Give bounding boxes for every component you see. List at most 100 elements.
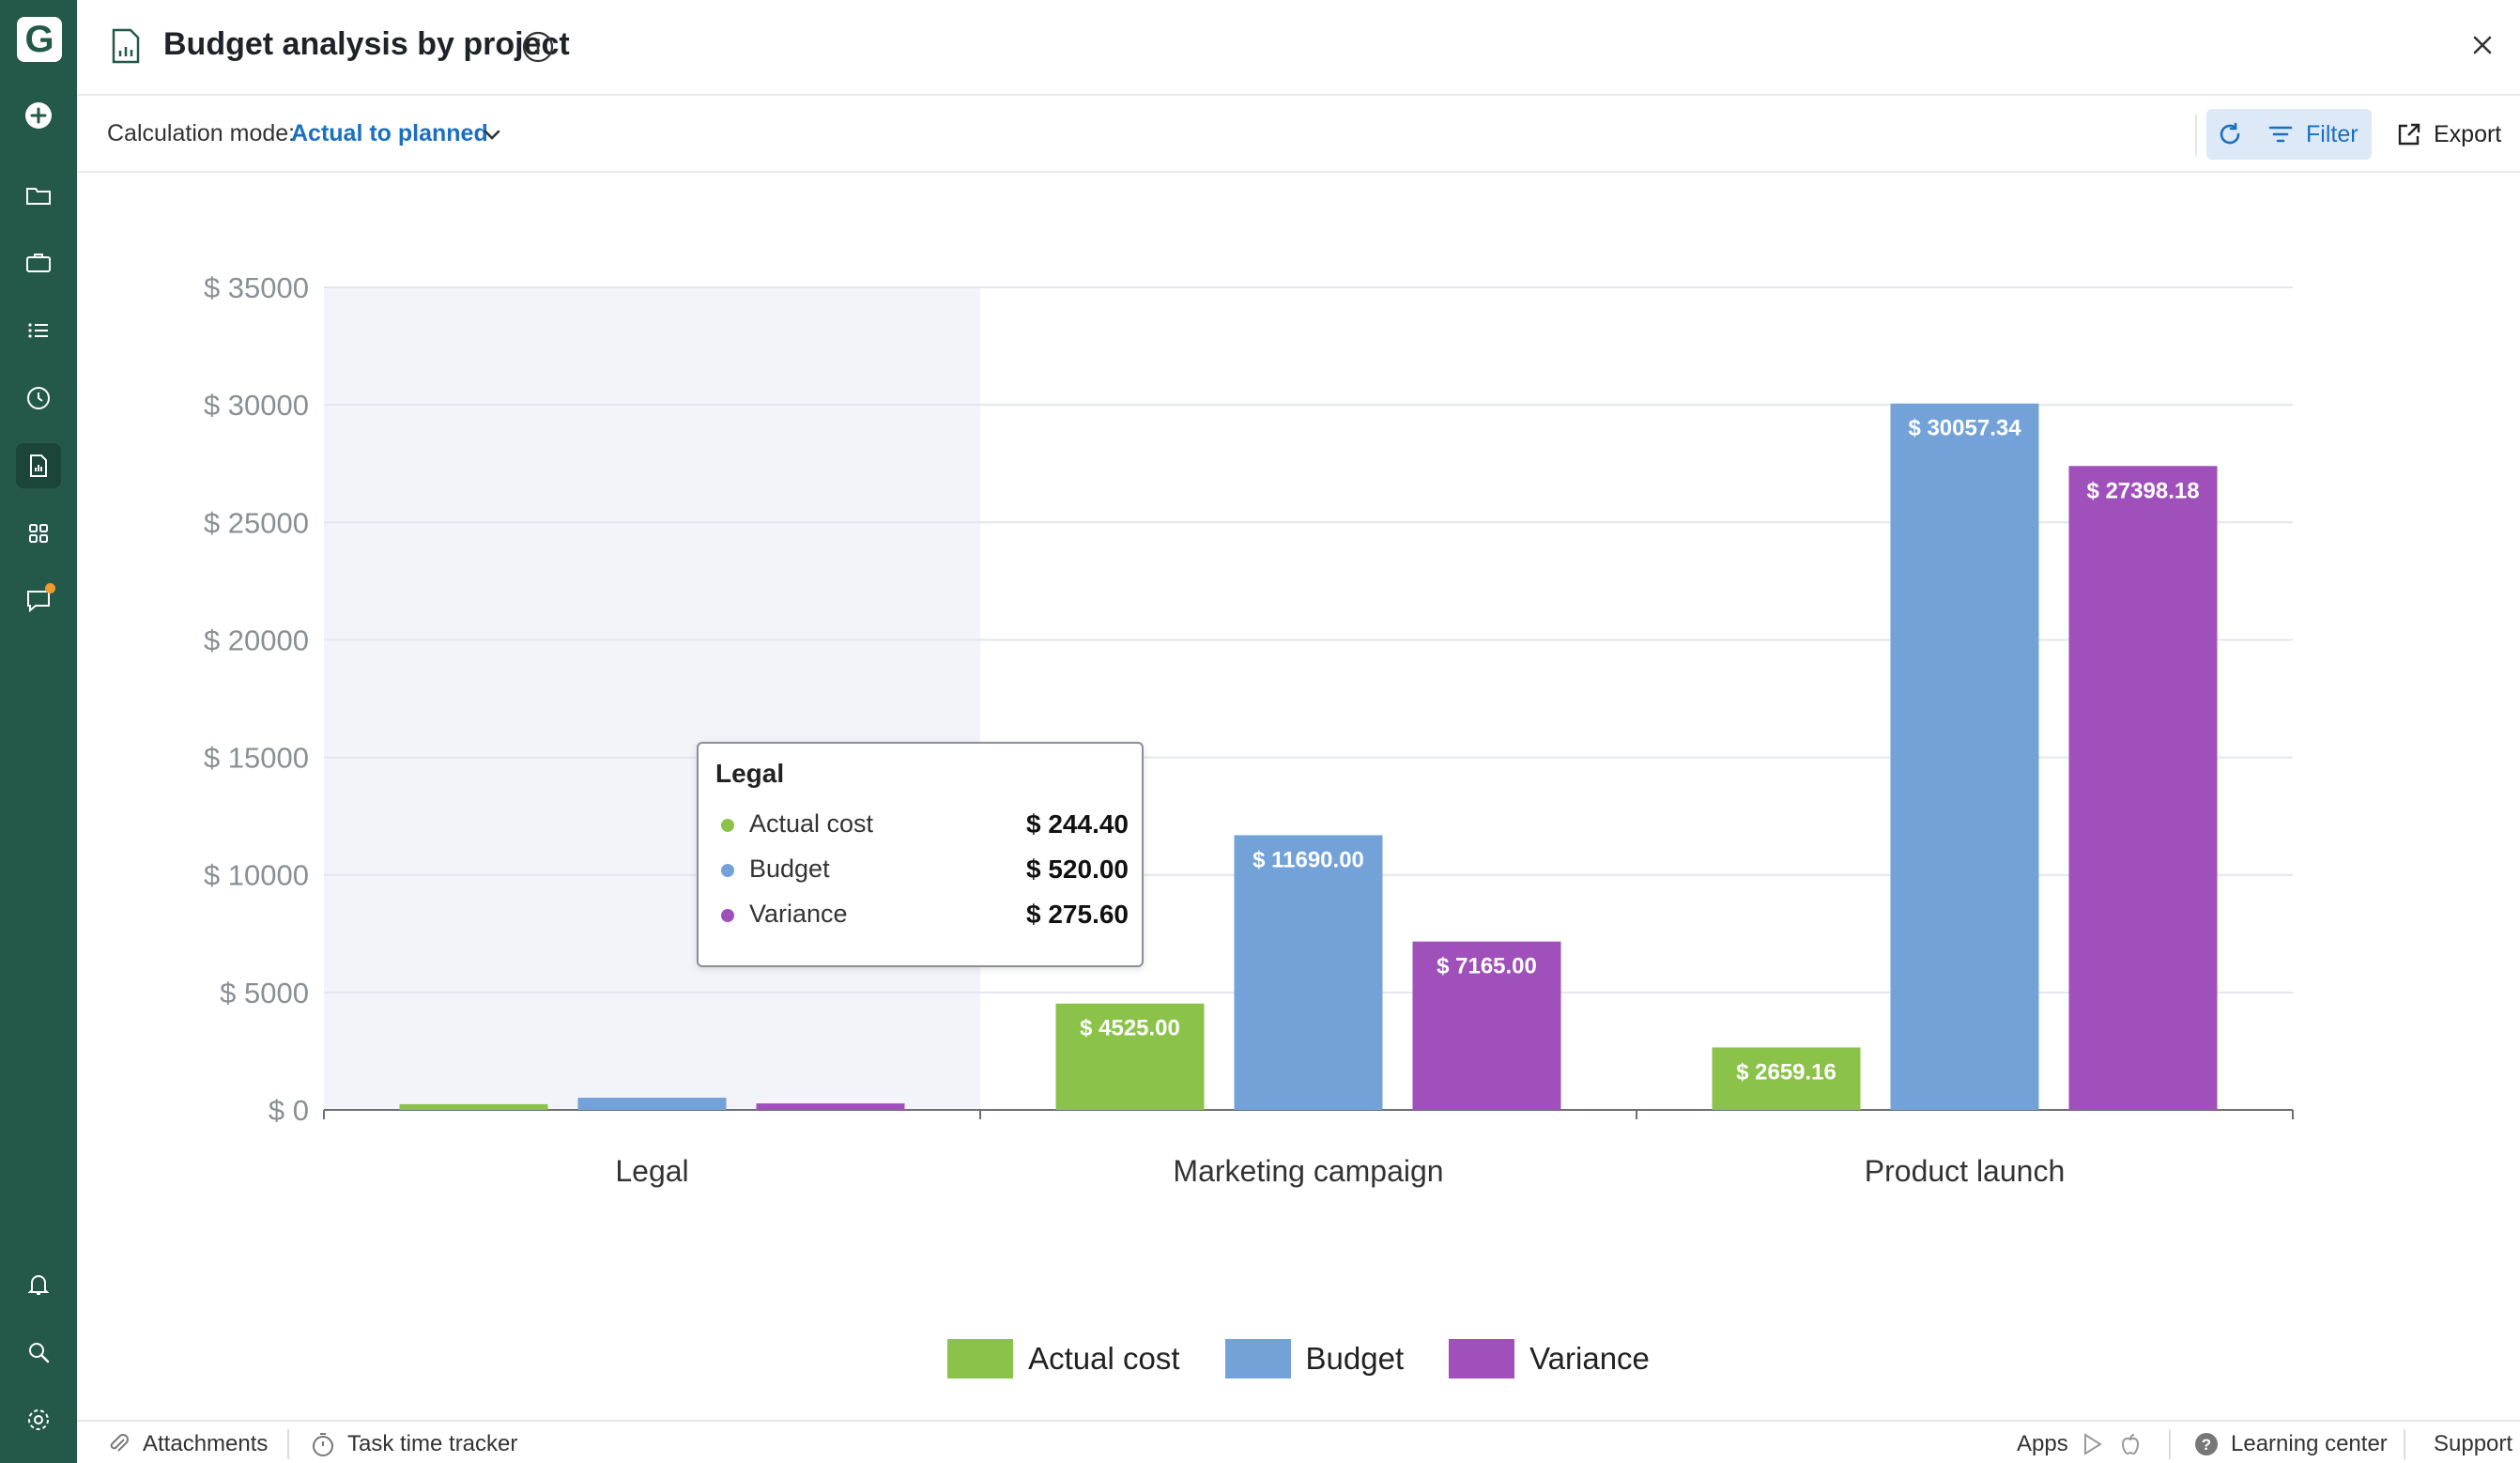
notification-dot xyxy=(45,583,55,593)
folder-icon xyxy=(26,188,51,205)
legend-item-variance[interactable]: Variance xyxy=(1449,1335,1650,1382)
sidebar-item-reports[interactable] xyxy=(16,443,61,488)
task-time-tracker-label: Task time tracker xyxy=(347,1431,518,1456)
play-store-icon xyxy=(2083,1433,2102,1455)
bell-icon xyxy=(27,1275,50,1295)
bar-actual-cost xyxy=(1712,1047,1861,1110)
tooltip-series-name: Budget xyxy=(749,855,830,883)
bar-actual-cost xyxy=(1055,1003,1205,1110)
legend-label: Budget xyxy=(1305,1341,1405,1376)
data-label: $ 7165.00 xyxy=(1437,954,1537,979)
sidebar: G xyxy=(0,0,77,1463)
sidebar-item-time[interactable] xyxy=(16,376,61,421)
sidebar-item-folders[interactable] xyxy=(16,173,61,218)
tooltip-dot xyxy=(721,864,734,877)
list-icon xyxy=(28,323,48,338)
report-icon xyxy=(30,454,47,477)
y-tick-label: $ 10000 xyxy=(204,859,309,892)
bar-variance xyxy=(2068,466,2218,1110)
legend-swatch xyxy=(1224,1339,1291,1378)
chart-area: $ 0 $ 5000 $ 10000 $ 15000 $ 20000 $ 25000 $ 3… xyxy=(77,175,2520,1420)
y-tick-label: $ 5000 xyxy=(220,977,309,1009)
apps-grid-icon xyxy=(29,524,48,543)
chevron-down-icon[interactable] xyxy=(481,124,503,146)
help-circle-icon: ? xyxy=(2195,1433,2218,1455)
chart-tooltip: Legal Actual cost $ 244.40 Budget $ 520.… xyxy=(697,742,1144,967)
tooltip-row: Budget $ 520.00 xyxy=(715,851,1129,888)
apps-link[interactable]: Apps xyxy=(2017,1431,2144,1457)
gear-icon xyxy=(28,1409,49,1430)
export-label: Export xyxy=(2434,120,2502,147)
bar-budget xyxy=(1890,403,2039,1110)
report-document-icon xyxy=(112,28,140,64)
plus-circle-icon xyxy=(25,102,52,129)
calculation-mode-dropdown[interactable]: Actual to planned xyxy=(291,120,488,146)
y-tick-label: $ 30000 xyxy=(204,389,309,422)
learning-center-label: Learning center xyxy=(2231,1431,2388,1456)
tooltip-dot xyxy=(721,909,734,922)
tooltip-series-value: $ 275.60 xyxy=(1026,900,1129,929)
data-label: $ 4525.00 xyxy=(1080,1016,1180,1041)
apps-label: Apps xyxy=(2017,1431,2068,1456)
sidebar-item-projects[interactable] xyxy=(16,240,61,285)
apple-icon xyxy=(2121,1434,2139,1455)
legend-label: Actual cost xyxy=(1028,1341,1180,1376)
data-label: $ 2659.16 xyxy=(1736,1059,1836,1085)
hover-band xyxy=(324,287,980,1110)
refresh-button[interactable] xyxy=(2206,109,2253,160)
support-label: Support xyxy=(2434,1431,2513,1456)
tooltip-series-value: $ 520.00 xyxy=(1026,855,1129,884)
x-tick-label: Marketing campaign xyxy=(1173,1154,1443,1188)
tooltip-title: Legal xyxy=(715,759,785,788)
legend-item-actual-cost[interactable]: Actual cost xyxy=(947,1335,1180,1382)
legend-swatch xyxy=(947,1339,1014,1378)
footer-divider xyxy=(2169,1429,2171,1459)
tooltip-series-name: Variance xyxy=(749,900,848,928)
y-tick-label: $ 15000 xyxy=(204,742,309,775)
close-icon[interactable] xyxy=(2469,32,2496,58)
sidebar-item-search[interactable] xyxy=(16,1330,61,1375)
report-header: Budget analysis by project xyxy=(77,0,2520,96)
task-time-tracker-link[interactable]: Task time tracker xyxy=(310,1431,517,1457)
stopwatch-icon xyxy=(313,1433,333,1456)
export-button[interactable]: Export xyxy=(2390,109,2509,160)
attachments-link[interactable]: Attachments xyxy=(105,1431,268,1457)
bar-budget xyxy=(577,1097,727,1110)
app-logo[interactable]: G xyxy=(17,17,62,62)
data-label: $ 30057.34 xyxy=(1908,416,2021,441)
tooltip-series-name: Actual cost xyxy=(749,809,874,838)
svg-text:?: ? xyxy=(2202,1436,2211,1454)
briefcase-icon xyxy=(26,254,51,272)
chart-legend: Actual cost Budget Variance xyxy=(77,1335,2520,1382)
clock-icon xyxy=(27,387,50,409)
y-tick-label: $ 25000 xyxy=(204,506,309,539)
toolbar-divider xyxy=(2195,115,2197,156)
sidebar-item-settings[interactable] xyxy=(16,1397,61,1442)
sidebar-add-button[interactable] xyxy=(16,93,61,138)
filter-button[interactable]: Filter xyxy=(2253,109,2372,160)
footer-bar: Attachments Task time tracker Apps ? Lea… xyxy=(77,1420,2520,1463)
sidebar-item-notifications[interactable] xyxy=(16,1262,61,1307)
bar-actual-cost xyxy=(399,1103,548,1110)
info-icon[interactable] xyxy=(522,31,554,63)
tooltip-row: Variance $ 275.60 xyxy=(715,896,1129,933)
calculation-mode-label: Calculation mode: xyxy=(107,120,296,146)
support-link[interactable]: Support xyxy=(2434,1431,2512,1457)
x-tick-label: Legal xyxy=(615,1154,688,1188)
bar-variance xyxy=(1412,941,1561,1110)
filter-icon xyxy=(2268,126,2293,143)
data-label: $ 11690.00 xyxy=(1252,847,1364,872)
learning-center-link[interactable]: ? Learning center xyxy=(2193,1431,2388,1457)
refresh-icon xyxy=(2220,122,2240,145)
tooltip-series-value: $ 244.40 xyxy=(1026,809,1129,839)
report-toolbar: Calculation mode: Actual to planned Filt… xyxy=(77,98,2520,173)
sidebar-item-chat[interactable] xyxy=(16,578,61,624)
sidebar-item-tasks[interactable] xyxy=(16,308,61,353)
x-tick-label: Product launch xyxy=(1865,1154,2065,1188)
sidebar-item-apps[interactable] xyxy=(16,511,61,556)
legend-item-budget[interactable]: Budget xyxy=(1224,1335,1405,1382)
footer-divider xyxy=(2404,1429,2405,1459)
export-icon xyxy=(2398,123,2420,146)
bar-variance xyxy=(756,1103,905,1110)
tooltip-row: Actual cost $ 244.40 xyxy=(715,806,1129,843)
